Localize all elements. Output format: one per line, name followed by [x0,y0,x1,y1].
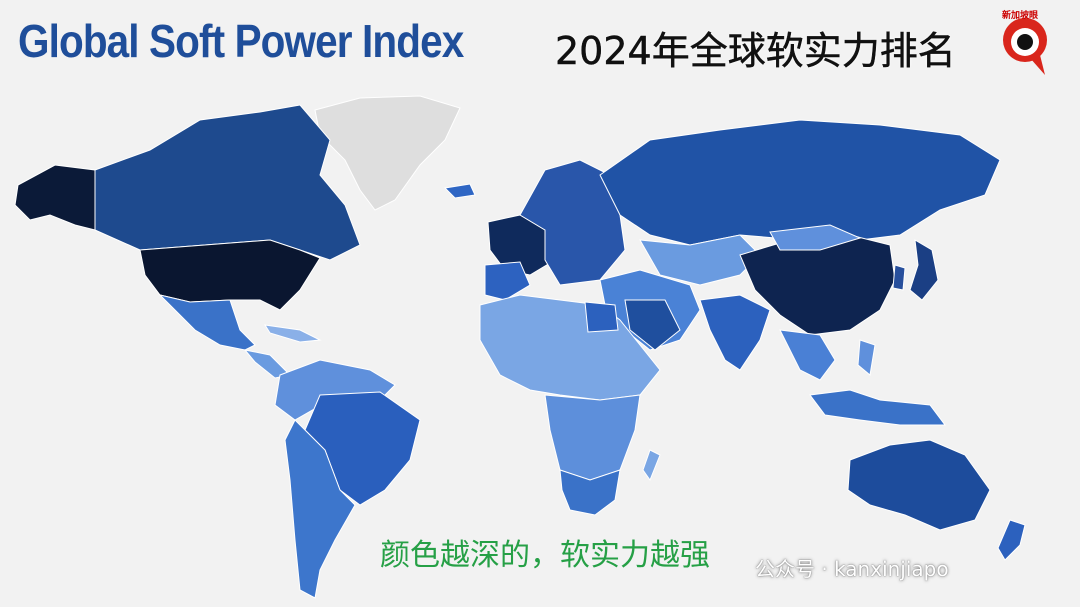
korea [892,264,906,291]
mongolia [769,224,862,251]
logo-pupil [1017,34,1033,50]
south-africa [559,469,621,516]
caption: 颜色越深的，软实力越强 [380,538,710,573]
logo-icon [1003,18,1047,75]
indonesia [809,389,946,426]
alaska [14,164,96,231]
title-zh: 2024年全球软实力排名 [555,29,956,74]
greenland [314,95,461,211]
south-america-south [284,419,356,599]
europe [519,159,626,286]
caribbean [264,324,322,343]
japan [909,239,939,301]
russia [599,119,1001,246]
new-zealand [997,519,1026,561]
countries [14,95,1026,599]
madagascar [642,449,661,482]
philippines [857,339,876,376]
logo-tail [1030,55,1045,75]
watermark: 公众号 · kanxinjiapo [755,557,949,581]
usa [139,239,321,311]
africa-central [544,394,641,481]
saudi-arabia [624,299,681,351]
logo-text: 新加坡眼 [1002,11,1039,21]
iceland [443,183,476,199]
australia [847,439,991,531]
iberia [484,261,531,301]
egypt [584,301,619,333]
canada [94,104,361,261]
india [699,294,771,371]
southeast-asia [779,329,836,381]
title-en: Global Soft Power Index [18,15,464,67]
mexico [158,294,256,351]
